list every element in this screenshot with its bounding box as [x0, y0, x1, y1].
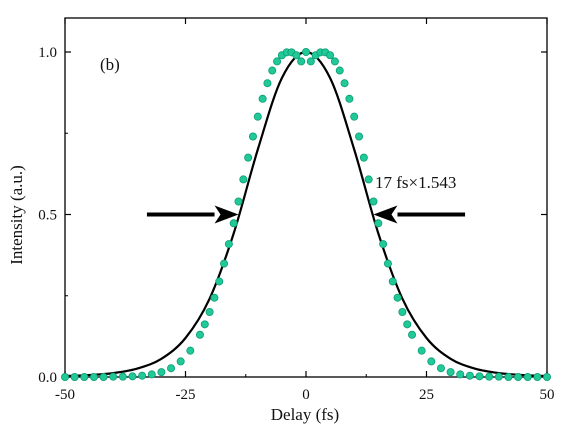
data-point — [215, 277, 224, 286]
data-point — [205, 307, 214, 316]
y-tick-label: 0.0 — [38, 370, 57, 386]
data-point — [456, 370, 465, 379]
fit-curve-group — [64, 50, 548, 378]
data-point — [543, 372, 552, 381]
data-point — [167, 364, 176, 373]
data-point — [229, 219, 238, 228]
fwhm-arrows — [146, 205, 466, 224]
data-point — [340, 79, 349, 88]
data-point — [388, 277, 397, 286]
left-arrow-head — [214, 205, 239, 224]
x-tick-label: 25 — [419, 387, 434, 403]
data-point — [330, 57, 339, 66]
data-point — [200, 320, 209, 329]
data-point — [436, 364, 445, 373]
data-point — [475, 372, 484, 381]
data-point — [306, 57, 315, 66]
panel-label: (b) — [100, 55, 120, 74]
data-point — [186, 346, 195, 355]
data-point — [403, 320, 412, 329]
data-point — [253, 112, 262, 121]
data-point — [393, 293, 402, 302]
data-point — [118, 372, 127, 381]
plot-border — [64, 17, 548, 378]
data-point — [138, 371, 147, 380]
x-tick-label: 50 — [540, 387, 555, 403]
data-point — [446, 368, 455, 377]
right-arrow-head — [373, 205, 398, 224]
fit-curve — [64, 50, 548, 378]
y-ticks: 0.0 0.5 1.0 — [38, 45, 547, 386]
data-point — [61, 372, 70, 381]
data-point — [220, 259, 229, 268]
data-point — [345, 94, 354, 103]
data-point — [514, 372, 523, 381]
fwhm-annotation: 17 fs×1.543 — [375, 173, 456, 192]
data-point — [383, 259, 392, 268]
x-axis-title: Delay (fs) — [271, 405, 339, 424]
data-point — [244, 153, 253, 162]
data-point — [335, 66, 344, 75]
data-point — [364, 175, 373, 184]
data-point — [326, 51, 335, 60]
x-ticks: -50 -25 0 25 50 — [55, 18, 555, 403]
data-point — [234, 197, 243, 206]
data-point — [379, 240, 388, 249]
y-tick-label: 0.5 — [38, 208, 57, 224]
data-point — [359, 153, 368, 162]
data-point — [301, 48, 310, 57]
x-tick-label: 0 — [302, 387, 310, 403]
data-point — [533, 372, 542, 381]
data-point — [239, 175, 248, 184]
measured-points-group — [61, 48, 552, 381]
y-tick-label: 1.0 — [38, 45, 57, 61]
data-point — [494, 372, 503, 381]
data-point — [465, 371, 474, 380]
data-point — [355, 132, 364, 141]
data-point — [374, 219, 383, 228]
data-point — [350, 112, 359, 121]
data-point — [427, 357, 436, 366]
data-point — [109, 372, 118, 381]
data-point — [263, 79, 272, 88]
data-point — [147, 370, 156, 379]
data-point — [89, 372, 98, 381]
data-point — [369, 197, 378, 206]
data-point — [268, 66, 277, 75]
data-point — [157, 368, 166, 377]
data-point — [248, 132, 257, 141]
data-point — [417, 346, 426, 355]
data-point — [70, 372, 79, 381]
x-tick-label: -50 — [55, 387, 75, 403]
plot-frame — [64, 17, 548, 378]
data-point — [224, 240, 233, 249]
data-point — [297, 57, 306, 66]
data-point — [80, 372, 89, 381]
data-point — [523, 372, 532, 381]
y-axis-title: Intensity (a.u.) — [7, 165, 26, 265]
data-point — [485, 372, 494, 381]
data-point — [408, 330, 417, 339]
data-point — [292, 51, 301, 60]
data-point — [258, 94, 267, 103]
data-point — [273, 57, 282, 66]
data-point — [195, 330, 204, 339]
data-point — [504, 372, 513, 381]
data-point — [176, 357, 185, 366]
data-point — [99, 372, 108, 381]
data-point — [398, 307, 407, 316]
data-point — [210, 293, 219, 302]
x-tick-label: -25 — [176, 387, 196, 403]
data-point — [128, 372, 137, 381]
